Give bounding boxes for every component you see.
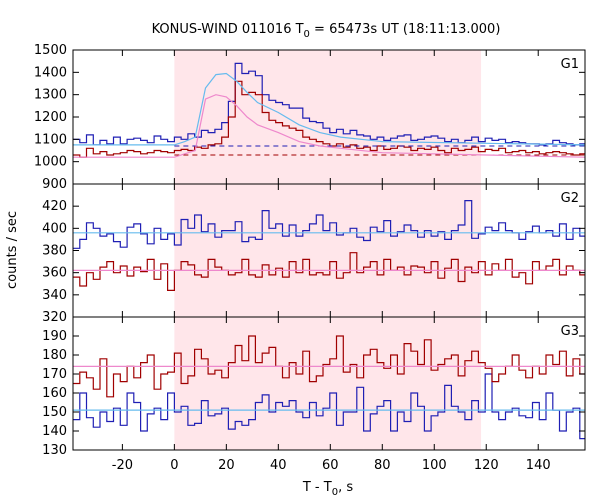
x-tick-label: 120 [474,458,499,473]
y-tick-label: 1100 [34,132,67,147]
panel-frame [72,316,586,451]
y-tick-label: 140 [42,424,67,439]
panel-g1: 900 1000 1100 1200 1300 1400 1500 G1 [34,43,586,192]
y-tick-label: 360 [42,266,67,281]
svg-text:KONUS-WIND 011016 T0 = 65473s: KONUS-WIND 011016 T0 = 65473s UT (18:11:… [152,22,501,40]
y-tick-label: 1200 [34,110,67,125]
y-tick-label: 1500 [34,43,67,58]
y-tick-label: 320 [42,310,67,325]
x-tick-label: 40 [270,458,287,473]
y-tick-label: 190 [42,329,67,344]
svg-text:T - T0, s: T - T0, s [302,480,353,498]
panel-g3: 130 140 150 160 170 180 190 G3 [42,316,586,458]
x-tick-label: -20 [112,458,133,473]
plot-area: 900100011001200130014001500G132034036038… [34,43,586,473]
title-main: KONUS-WIND 011016 T [152,22,304,37]
panel-plot-area [73,200,585,291]
y-tick-label: 900 [42,177,67,192]
fit-line-pink [73,94,585,158]
fit-line-light_blue [73,72,585,146]
panel-plot-area [73,62,585,158]
series-blue-histogram [73,373,585,440]
y-tick-label: 400 [42,221,67,236]
y-tick-label: 420 [42,199,67,214]
panel-label: G3 [561,324,579,339]
y-tick-label: 1400 [34,65,67,80]
y-tick-label: 160 [42,386,67,401]
x-axis-label-main: T - T [302,480,332,495]
x-axis-label: T - T0, s [302,480,353,498]
y-tick-label: 340 [42,288,67,303]
panel-plot-area [73,335,585,440]
title-rest: = 65473s UT (18:11:13.000) [310,22,500,37]
x-tick-label: 140 [526,458,551,473]
x-tick-label: 60 [322,458,339,473]
y-tick-label: 1000 [34,155,67,170]
chart-title: KONUS-WIND 011016 T0 = 65473s UT (18:11:… [152,22,501,40]
series-blue-histogram [73,62,585,146]
y-tick-label: 180 [42,348,67,363]
series-blue-histogram [73,200,585,249]
y-tick-label: 130 [42,443,67,458]
title-subscript: 0 [304,29,310,40]
y-tick-label: 150 [42,405,67,420]
x-tick-label: 80 [374,458,391,473]
x-tick-label: 100 [422,458,447,473]
panel-label: G1 [561,57,579,72]
x-tick-label: 20 [218,458,235,473]
series-red-histogram [73,335,585,398]
y-tick-label: 170 [42,367,67,382]
x-axis-label-subscript: 0 [332,487,338,498]
x-tick-label: 0 [170,458,178,473]
y-tick-label: 1300 [34,88,67,103]
series-red-histogram [73,80,585,158]
y-axis-label: counts / sec [5,211,20,289]
x-axis-label-rest: , s [338,480,353,495]
series-red-histogram [73,252,585,291]
highlight-interval [174,50,482,450]
panel-label: G2 [561,191,579,206]
panel-g2: 320 340 360 380 400 420 G2 [42,183,586,325]
y-tick-label: 380 [42,244,67,259]
